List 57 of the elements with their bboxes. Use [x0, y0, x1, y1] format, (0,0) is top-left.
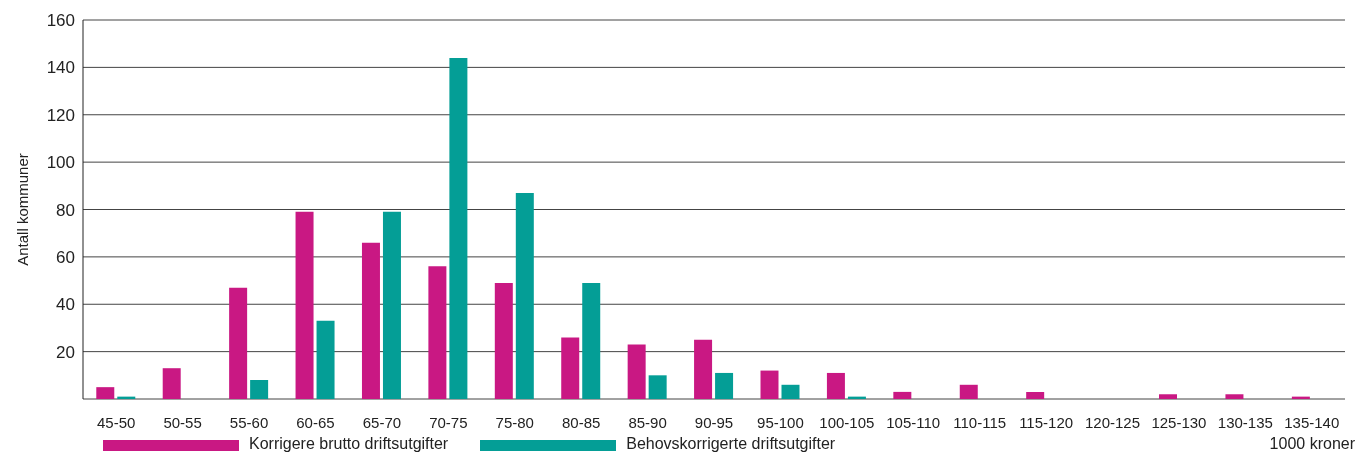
bar	[316, 320, 335, 399]
bar	[760, 370, 779, 399]
x-tick-label: 120-125	[1085, 413, 1141, 431]
x-tick-label: 50-55	[163, 413, 202, 431]
y-tick-label: 140	[46, 58, 75, 78]
x-tick-label: 80-85	[561, 413, 601, 431]
bar	[229, 287, 248, 399]
x-axis-title: 1000 kroner	[1269, 435, 1355, 453]
y-tick-label: 100	[46, 153, 75, 173]
x-tick-label: 90-95	[694, 413, 734, 431]
x-tick-label: 95-100	[757, 413, 804, 431]
bar	[582, 282, 601, 399]
bar	[1159, 394, 1178, 399]
y-axis-title: Antall kommuner	[14, 153, 32, 266]
bar	[561, 337, 580, 399]
bar	[781, 384, 800, 399]
bar	[826, 372, 845, 399]
bar	[162, 368, 181, 399]
x-tick-label: 125-130	[1151, 413, 1207, 431]
x-tick-label: 105-110	[886, 413, 941, 431]
bar	[959, 384, 978, 399]
y-tick-label: 40	[56, 295, 75, 315]
bar	[715, 372, 734, 399]
bar	[515, 192, 534, 399]
x-tick-label: 60-65	[296, 413, 335, 431]
bar	[648, 375, 667, 399]
y-tick-label: 160	[46, 11, 75, 31]
x-tick-label: 130-135	[1217, 413, 1273, 431]
text: Behovskorrigerte driftsutgifter	[626, 435, 836, 453]
bar	[449, 57, 468, 399]
bar	[295, 211, 314, 399]
x-tick-label: 55-60	[229, 413, 269, 431]
bar	[1225, 394, 1244, 399]
x-tick-label: 45-50	[97, 413, 136, 431]
x-tick-label: 70-75	[429, 413, 468, 431]
y-tick-label: 80	[56, 200, 75, 220]
x-tick-label: 75-80	[495, 413, 534, 431]
y-tick-label: 20	[56, 342, 75, 362]
bar	[382, 211, 401, 399]
x-tick-label: 135-140	[1284, 413, 1340, 431]
text: Korrigere brutto driftsutgifter	[249, 435, 449, 453]
x-tick-label: 85-90	[628, 413, 667, 431]
bar	[1026, 391, 1045, 399]
bar	[494, 282, 513, 399]
bar	[694, 339, 713, 399]
bar	[96, 387, 115, 399]
x-tick-label: 115-120	[1019, 413, 1074, 431]
bar	[428, 266, 447, 399]
bar	[361, 242, 380, 399]
x-tick-label: 65-70	[362, 413, 402, 431]
x-tick-label: 110-115	[953, 413, 1007, 431]
bar	[893, 391, 912, 399]
y-tick-label: 120	[46, 105, 75, 125]
y-tick-label: 60	[56, 247, 75, 267]
bar	[250, 380, 269, 399]
x-tick-label: 100-105	[819, 413, 875, 431]
bar	[627, 344, 646, 399]
